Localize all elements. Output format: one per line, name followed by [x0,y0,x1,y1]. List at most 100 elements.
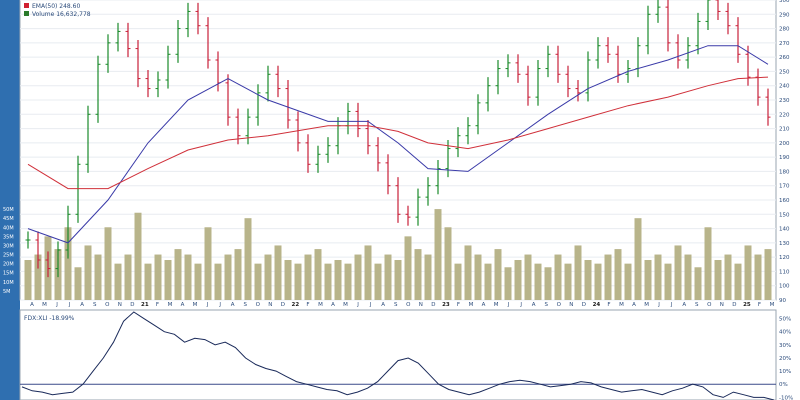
volume-bar [384,254,392,300]
y-tick-label: 140 [779,227,790,233]
volume-bar [224,254,232,300]
y-tick-label: 250 [779,69,790,75]
volume-tick-label: 35M [3,234,14,240]
x-tick-label: A [632,302,636,308]
volume-bar [24,260,32,300]
price-bar [35,231,41,269]
price-bar [105,34,111,73]
volume-tick-label: 45M [3,216,14,222]
volume-bar [674,245,682,300]
price-bar [305,134,311,173]
volume-bar [564,263,572,300]
legend-ema: EMA(50) 248.60 [32,3,80,10]
volume-axis-labels: 5M 10M 15M 20M 25M 30M 35M 40M 45M 50M [3,207,14,295]
volume-bar [294,263,302,300]
volume-bar [534,263,542,300]
y-tick-label: 110 [779,269,790,275]
volume-bar [584,260,592,300]
y-tick-label: 90 [779,298,786,304]
x-tick-label: N [720,302,724,308]
legend: EMA(50) 248.60 Volume 16,632,778 [24,3,91,18]
y-tick-label: 100 [779,284,790,290]
price-bar [415,188,421,226]
y-tick-label: 180 [779,169,790,175]
volume-bar [84,245,92,300]
x-tick-label: D [281,302,285,308]
legend-volume: Volume 16,632,778 [32,11,91,18]
x-tick-label: M [168,302,173,308]
volume-bar [514,260,522,300]
volume-bar [264,254,272,300]
volume-bar [694,267,702,300]
price-bar [355,102,361,138]
volume-bar [74,267,82,300]
x-tick-label: N [419,302,423,308]
ema-200-line [27,76,769,190]
y-tick-label: 260 [779,55,790,61]
volume-bar [494,249,502,300]
price-bar [565,65,571,98]
price-bar [45,251,51,278]
rs-panel [19,309,777,400]
price-bar [395,177,401,223]
price-bar [125,22,131,58]
price-bar [85,105,91,173]
volume-bar [614,249,622,300]
volume-bar [704,227,712,300]
price-bar [475,94,481,135]
price-bar [545,45,551,78]
price-bar [65,205,71,259]
volume-bar [654,254,662,300]
volume-bar [734,263,742,300]
volume-bar [144,263,152,300]
price-bar [75,155,81,223]
volume-bar [644,260,652,300]
volume-bar [624,263,632,300]
x-tick-label: A [381,302,385,308]
price-bar [485,77,491,112]
volume-bar [724,254,732,300]
price-bar [715,0,721,20]
moving-averages [27,45,769,244]
price-bar [515,54,521,83]
price-bar [605,37,611,63]
x-tick-label: 25 [743,302,751,308]
x-tick-label: F [457,302,460,308]
x-tick-label: M [494,302,499,308]
price-bar [275,65,281,98]
ema-50-line [27,45,769,244]
volume-bar [754,254,762,300]
legend-swatch-ema [24,3,29,8]
x-tick-label: A [30,302,34,308]
price-bar [595,37,601,69]
price-bar [385,154,391,195]
y-tick-label: 130 [779,241,790,247]
volume-bar [254,263,262,300]
x-tick-label: A [181,302,185,308]
volume-tick-label: 50M [3,207,14,213]
volume-bar [524,254,532,300]
volume-bar [154,254,162,300]
volume-bar [414,249,422,300]
x-tick-label: A [80,302,84,308]
volume-bar [344,263,352,300]
volume-bar [234,249,242,300]
x-tick-label: S [544,302,548,308]
x-tick-label: A [532,302,536,308]
y-tick-label: 240 [779,84,790,90]
price-bars [25,0,771,278]
price-bar [175,20,181,63]
y-tick-label: 290 [779,12,790,18]
y-tick-label: 160 [779,198,790,204]
volume-bar [34,254,42,300]
price-bar [145,70,151,98]
x-tick-label: D [732,302,736,308]
price-bar [195,2,201,35]
x-tick-label: S [93,302,97,308]
rs-tick-label: 20% [779,356,791,362]
y-tick-label: 120 [779,255,790,261]
price-bar [95,55,101,123]
price-bar [325,137,331,163]
